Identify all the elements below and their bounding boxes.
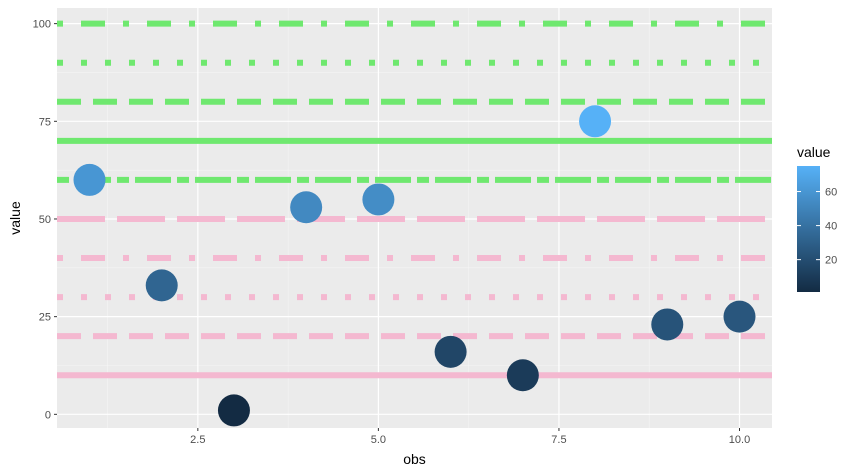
x-tick-label: 2.5 xyxy=(190,434,205,446)
colorbar-ticks: 20 40 60 xyxy=(797,187,837,267)
data-point xyxy=(145,269,178,302)
data-point xyxy=(217,394,250,427)
y-tick-label: 75 xyxy=(39,116,51,128)
data-point xyxy=(651,308,684,341)
y-axis-title: value xyxy=(7,201,23,235)
colorbar-legend: value 20 40 60 xyxy=(797,144,837,292)
data-point xyxy=(362,183,395,216)
x-tick-label: 5.0 xyxy=(371,434,386,446)
x-tick-label: 7.5 xyxy=(551,434,566,446)
data-point xyxy=(73,163,106,196)
data-points xyxy=(73,105,756,427)
data-point xyxy=(434,335,467,368)
colorbar-title: value xyxy=(797,144,831,160)
y-tick-label: 25 xyxy=(39,312,51,324)
reference-lines xyxy=(57,20,772,379)
x-axis: 2.5 5.0 7.5 10.0 xyxy=(190,428,750,446)
data-point xyxy=(579,105,612,138)
x-axis-title: obs xyxy=(403,451,426,467)
colorbar-label: 60 xyxy=(825,187,837,199)
x-tick-label: 10.0 xyxy=(729,434,750,446)
data-point xyxy=(506,359,539,392)
colorbar-label: 40 xyxy=(825,221,837,233)
y-tick-label: 0 xyxy=(45,409,51,421)
y-tick-label: 100 xyxy=(33,19,51,31)
y-tick-label: 50 xyxy=(39,214,51,226)
plot-panel xyxy=(57,8,772,428)
data-point xyxy=(290,191,323,224)
y-axis: 0 25 50 75 100 xyxy=(33,19,57,421)
data-point xyxy=(723,300,756,333)
colorbar-gradient xyxy=(797,166,820,292)
colorbar-label: 20 xyxy=(825,255,837,267)
